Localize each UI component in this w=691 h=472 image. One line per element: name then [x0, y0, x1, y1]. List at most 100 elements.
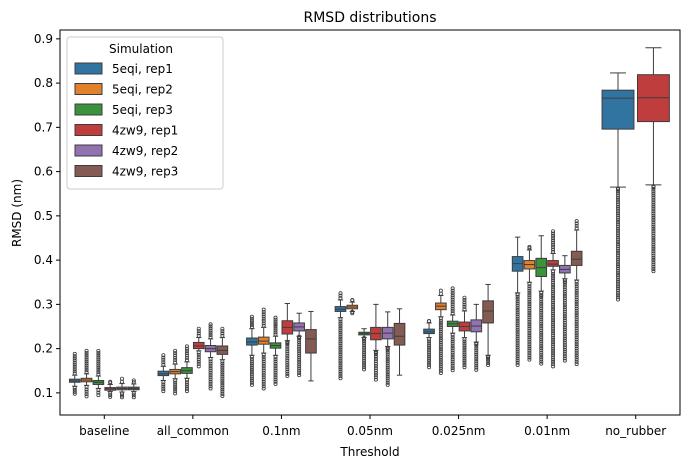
- outlier-point: [527, 348, 532, 353]
- outlier-point: [362, 363, 367, 368]
- outlier-point: [486, 357, 491, 362]
- legend-frame: [66, 36, 224, 190]
- outlier-point: [427, 345, 432, 350]
- outlier-point: [616, 217, 621, 222]
- outlier-point: [96, 348, 101, 353]
- outlier-point: [273, 321, 278, 326]
- outlier-point: [72, 364, 77, 369]
- outlier-point: [438, 362, 443, 367]
- outlier-point: [450, 335, 455, 340]
- outlier-point: [285, 360, 290, 365]
- box-5-4: [482, 283, 494, 367]
- outlier-point: [373, 359, 378, 364]
- outlier-point: [616, 204, 621, 209]
- outlier-point: [462, 348, 467, 353]
- outlier-point: [249, 318, 254, 323]
- legend-swatch: [74, 62, 103, 75]
- outlier-point: [196, 352, 201, 357]
- outlier-point: [651, 246, 656, 251]
- outlier-point: [651, 253, 656, 258]
- outlier-point: [249, 320, 254, 325]
- outlier-point: [574, 339, 579, 344]
- outlier-point: [574, 288, 579, 293]
- outlier-point: [96, 372, 101, 377]
- outlier-point: [616, 228, 621, 233]
- outlier-point: [616, 224, 621, 229]
- outlier-point: [651, 229, 656, 234]
- outlier-point: [551, 233, 556, 238]
- outlier-point: [462, 352, 467, 357]
- outlier-point: [527, 284, 532, 289]
- plot-area: [68, 47, 670, 400]
- outlier-point: [338, 352, 343, 357]
- outlier-point: [373, 363, 378, 368]
- outlier-point: [539, 361, 544, 366]
- outlier-point: [261, 355, 266, 360]
- outlier-point: [527, 335, 532, 340]
- outlier-point: [427, 365, 432, 370]
- outlier-point: [515, 352, 520, 357]
- x-tick-label: 0.05nm: [347, 424, 393, 438]
- outlier-point: [208, 384, 213, 389]
- outlier-point: [96, 393, 101, 398]
- outlier-point: [539, 293, 544, 298]
- outlier-point: [539, 319, 544, 324]
- outlier-point: [574, 342, 579, 347]
- box-5-2: [305, 310, 317, 382]
- outlier-point: [515, 294, 520, 299]
- outlier-point: [450, 363, 455, 368]
- outlier-point: [438, 336, 443, 341]
- outlier-point: [551, 304, 556, 309]
- outlier-point: [551, 344, 556, 349]
- outlier-point: [72, 354, 77, 359]
- outlier-point: [249, 367, 254, 372]
- outlier-point: [515, 334, 520, 339]
- outlier-point: [474, 342, 479, 347]
- outlier-point: [249, 357, 254, 362]
- outlier-point: [551, 307, 556, 312]
- outlier-point: [338, 354, 343, 359]
- outlier-point: [438, 349, 443, 354]
- y-tick-label: 0.2: [34, 342, 53, 356]
- outlier-point: [385, 365, 390, 370]
- outlier-point: [539, 348, 544, 353]
- outlier-point: [515, 297, 520, 302]
- outlier-point: [427, 356, 432, 361]
- outlier-point: [562, 282, 567, 287]
- x-tick-label: baseline: [79, 424, 129, 438]
- outlier-point: [450, 299, 455, 304]
- outlier-point: [427, 348, 432, 353]
- outlier-point: [208, 330, 213, 335]
- outlier-point: [373, 370, 378, 375]
- outlier-point: [84, 357, 89, 362]
- y-tick-label: 0.4: [34, 253, 53, 267]
- outlier-point: [196, 362, 201, 367]
- outlier-point: [551, 333, 556, 338]
- y-axis-label: RMSD (nm): [10, 179, 24, 247]
- outlier-point: [385, 369, 390, 374]
- outlier-point: [515, 312, 520, 317]
- outlier-point: [385, 378, 390, 383]
- outlier-point: [427, 358, 432, 363]
- outlier-point: [450, 337, 455, 342]
- outlier-point: [373, 373, 378, 378]
- outlier-point: [338, 337, 343, 342]
- box-body: [601, 89, 635, 130]
- outlier-point: [616, 193, 621, 198]
- outlier-point: [574, 324, 579, 329]
- outlier-point: [574, 328, 579, 333]
- box-body: [547, 260, 559, 267]
- outlier-point: [539, 350, 544, 355]
- outlier-point: [574, 295, 579, 300]
- outlier-point: [616, 259, 621, 264]
- outlier-point: [249, 322, 254, 327]
- outlier-point: [616, 200, 621, 205]
- outlier-point: [551, 282, 556, 287]
- outlier-point: [574, 219, 579, 224]
- outlier-point: [651, 258, 656, 263]
- outlier-point: [462, 358, 467, 363]
- outlier-point: [450, 308, 455, 313]
- outlier-point: [515, 349, 520, 354]
- outlier-point: [220, 370, 225, 375]
